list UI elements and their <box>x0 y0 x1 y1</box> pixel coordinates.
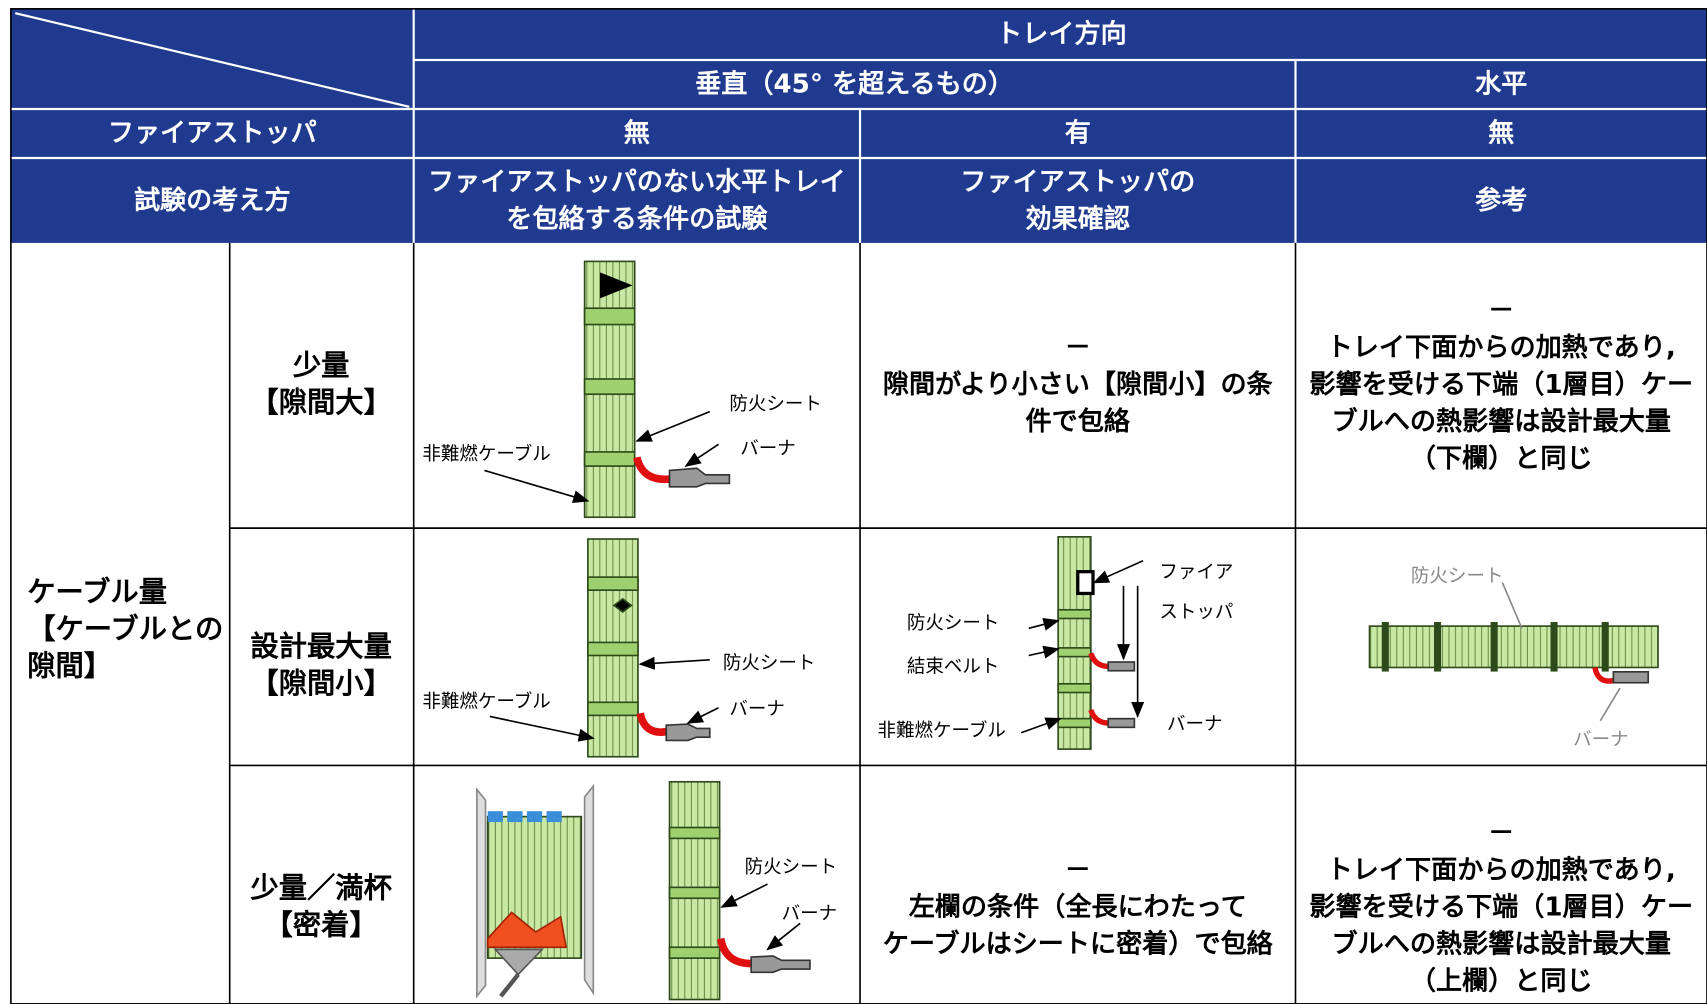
header-lines <box>10 8 1707 243</box>
header-text: 水平 <box>1475 70 1527 100</box>
diagram-label: バーナ <box>740 439 796 460</box>
cell-text: トレイ下面からの加熱であり, <box>1327 856 1676 886</box>
cell-text: 影響を受ける下端（1層目）ケー <box>1309 892 1693 923</box>
header-text: 試験の考え方 <box>134 185 291 216</box>
cell-text: 件で包絡 <box>1026 406 1131 437</box>
cell-text: 左欄の条件（全長にわたって <box>909 892 1247 923</box>
arrows <box>484 410 719 504</box>
diagram-label: 防火シート <box>907 613 1000 634</box>
cell-text: ケーブルはシートに密着）で包絡 <box>883 929 1274 960</box>
header-text: ファイアストッパの <box>960 168 1195 198</box>
diagram-label: ファイア <box>1159 562 1233 583</box>
arrows <box>1020 560 1145 734</box>
diagram-label: 非難燃ケーブル <box>422 443 550 465</box>
cell-text: トレイ下面からの加熱であり, <box>1327 333 1676 363</box>
header-text: を包絡する条件の試験 <box>506 204 768 235</box>
row-label: 少量 <box>293 349 350 382</box>
diagram-label: 結束ベルト <box>907 656 1000 677</box>
tray-diagram <box>1368 582 1659 722</box>
group-label: ケーブル量 <box>27 575 167 608</box>
cell-text: ブルへの熱影響は設計最大量 <box>1332 406 1671 437</box>
header-text: トレイ方向 <box>996 18 1127 49</box>
diagram-label: 防火シート <box>745 857 838 878</box>
cell-text: － <box>1065 856 1091 886</box>
row-label: 設計最大量 <box>250 630 392 663</box>
tray-diagram <box>583 260 731 519</box>
arrows <box>720 883 801 951</box>
cell-text: － <box>1065 333 1091 363</box>
diagram-label: バーナ <box>782 904 838 925</box>
row-label: 【隙間大】 <box>250 386 392 419</box>
header-text: 無 <box>1488 119 1514 149</box>
cell-text: （下欄）と同じ <box>1410 444 1593 474</box>
header-text: 効果確認 <box>1026 204 1130 235</box>
group-label: 隙間】 <box>27 649 112 682</box>
diagram-label: ストッパ <box>1159 602 1233 623</box>
cell-text: 隙間がより小さい【隙間小】の条 <box>883 369 1274 400</box>
cell-text: － <box>1488 819 1514 849</box>
diagram-label: 防火シート <box>1411 566 1504 587</box>
cell-text: － <box>1488 296 1514 326</box>
tray-diagram <box>476 780 811 1001</box>
cell-text: （上欄）と同じ <box>1410 967 1593 997</box>
diagram-label: 防火シート <box>723 653 816 674</box>
row-label: 少量／満杯 <box>250 872 392 905</box>
header-text: 無 <box>624 119 650 149</box>
tray-diagram <box>1057 536 1136 750</box>
header-text: 参考 <box>1475 185 1527 216</box>
row-label: 【隙間小】 <box>250 667 392 700</box>
diagram-label: 防火シート <box>729 394 822 415</box>
group-label: 【ケーブルとの <box>27 612 223 645</box>
header-text: ファイアストッパのない水平トレイ <box>428 168 846 198</box>
cell-text: ブルへの熱影響は設計最大量 <box>1332 929 1671 960</box>
diagram-label: 非難燃ケーブル <box>422 690 550 712</box>
row-label: 【密着】 <box>265 909 378 942</box>
header-text: 垂直（45° を超えるもの） <box>695 70 1014 100</box>
diagram-label: バーナ <box>729 699 785 720</box>
arrows <box>489 656 719 742</box>
diagram-label: バーナ <box>1573 729 1629 750</box>
diagram-label: 非難燃ケーブル <box>877 720 1005 742</box>
diagram-label: バーナ <box>1167 714 1223 735</box>
header-text: ファイアストッパ <box>108 119 317 149</box>
cell-text: 影響を受ける下端（1層目）ケー <box>1309 369 1693 400</box>
header-text: 有 <box>1065 119 1091 149</box>
tray-diagram <box>587 538 711 758</box>
